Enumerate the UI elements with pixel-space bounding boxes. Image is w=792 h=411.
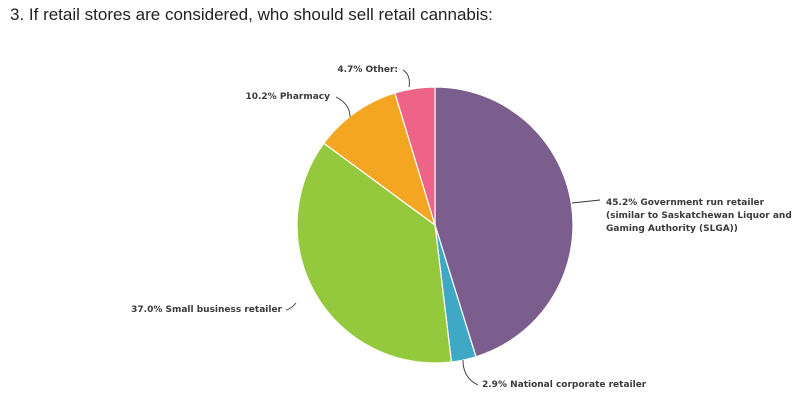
pie-slices bbox=[296, 86, 574, 364]
slice-label-1-line-3: Gaming Authority (SLGA)) bbox=[606, 224, 738, 234]
pie-slice-5 bbox=[394, 86, 436, 226]
slice-label-1-line-1: 45.2% Government run retailer bbox=[606, 198, 765, 208]
slice-label-4-line-1: 10.2% Pharmacy bbox=[245, 92, 330, 102]
slice-label-1-line-2: (similar to Saskatchewan Liquor and bbox=[606, 211, 792, 221]
pie-slice-4 bbox=[323, 92, 437, 227]
leader-line-1 bbox=[571, 199, 601, 204]
pie-slice-3 bbox=[296, 142, 453, 364]
pie-slice-1 bbox=[434, 86, 574, 358]
leader-line-2 bbox=[462, 359, 479, 386]
page-title: 3. If retail stores are considered, who … bbox=[10, 5, 493, 24]
pie-labels: 45.2% Government run retailer (similar to… bbox=[131, 65, 792, 390]
leader-line-4 bbox=[335, 96, 351, 118]
slice-label-2-line-1: 2.9% National corporate retailer bbox=[482, 380, 647, 390]
slice-label-3-line-1: 37.0% Small business retailer bbox=[131, 305, 282, 315]
leader-line-5 bbox=[402, 69, 410, 88]
slice-label-5-line-1: 4.7% Other: bbox=[337, 65, 398, 75]
leader-line-3 bbox=[285, 302, 297, 311]
